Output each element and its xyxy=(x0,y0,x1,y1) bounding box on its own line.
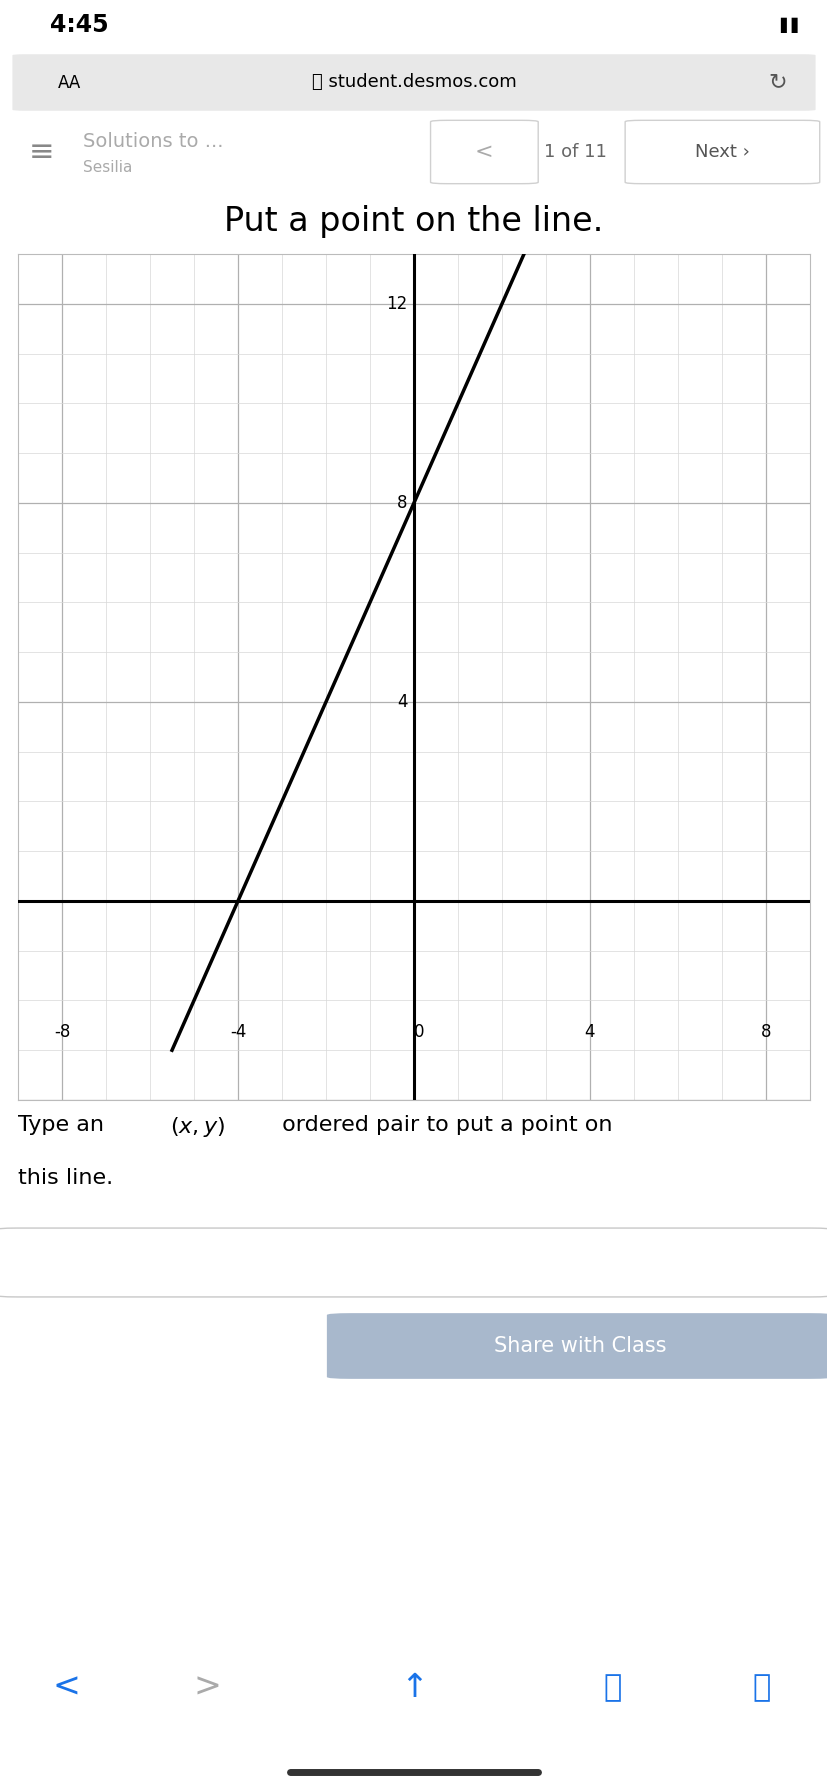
FancyBboxPatch shape xyxy=(430,120,538,183)
Text: 4: 4 xyxy=(396,694,407,711)
Text: 4:45: 4:45 xyxy=(50,13,108,38)
Text: ⧉: ⧉ xyxy=(752,1672,770,1702)
Text: ▌▌: ▌▌ xyxy=(779,18,802,32)
Text: >: > xyxy=(193,1670,221,1704)
Text: 8: 8 xyxy=(760,1023,770,1041)
Text: AA: AA xyxy=(58,73,81,91)
Text: 12: 12 xyxy=(385,294,407,314)
Text: -8: -8 xyxy=(54,1023,70,1041)
Text: 0: 0 xyxy=(414,1023,424,1041)
Text: 📖: 📖 xyxy=(603,1672,621,1702)
Text: -4: -4 xyxy=(230,1023,246,1041)
Text: Type an: Type an xyxy=(18,1115,111,1134)
Text: Share with Class: Share with Class xyxy=(494,1337,666,1357)
FancyBboxPatch shape xyxy=(0,1228,827,1297)
Text: $(x,y)$: $(x,y)$ xyxy=(170,1115,225,1140)
Text: ≡: ≡ xyxy=(29,138,55,167)
Text: Put a point on the line.: Put a point on the line. xyxy=(224,204,603,238)
Text: <: < xyxy=(475,142,493,161)
Text: ↻: ↻ xyxy=(767,72,786,93)
FancyBboxPatch shape xyxy=(624,120,819,183)
FancyBboxPatch shape xyxy=(327,1314,827,1378)
Text: 1 of 11: 1 of 11 xyxy=(543,143,606,161)
Text: Sesilia: Sesilia xyxy=(83,159,132,176)
Text: Solutions to ...: Solutions to ... xyxy=(83,131,223,151)
Text: ordered pair to put a point on: ordered pair to put a point on xyxy=(275,1115,612,1134)
Text: this line.: this line. xyxy=(18,1168,113,1188)
Text: <: < xyxy=(52,1670,80,1704)
Text: 🔒 student.desmos.com: 🔒 student.desmos.com xyxy=(311,73,516,91)
FancyBboxPatch shape xyxy=(12,54,815,111)
Text: Next ›: Next › xyxy=(694,143,748,161)
Text: ↑: ↑ xyxy=(399,1670,428,1704)
Text: 8: 8 xyxy=(396,495,407,513)
Text: 4: 4 xyxy=(584,1023,595,1041)
